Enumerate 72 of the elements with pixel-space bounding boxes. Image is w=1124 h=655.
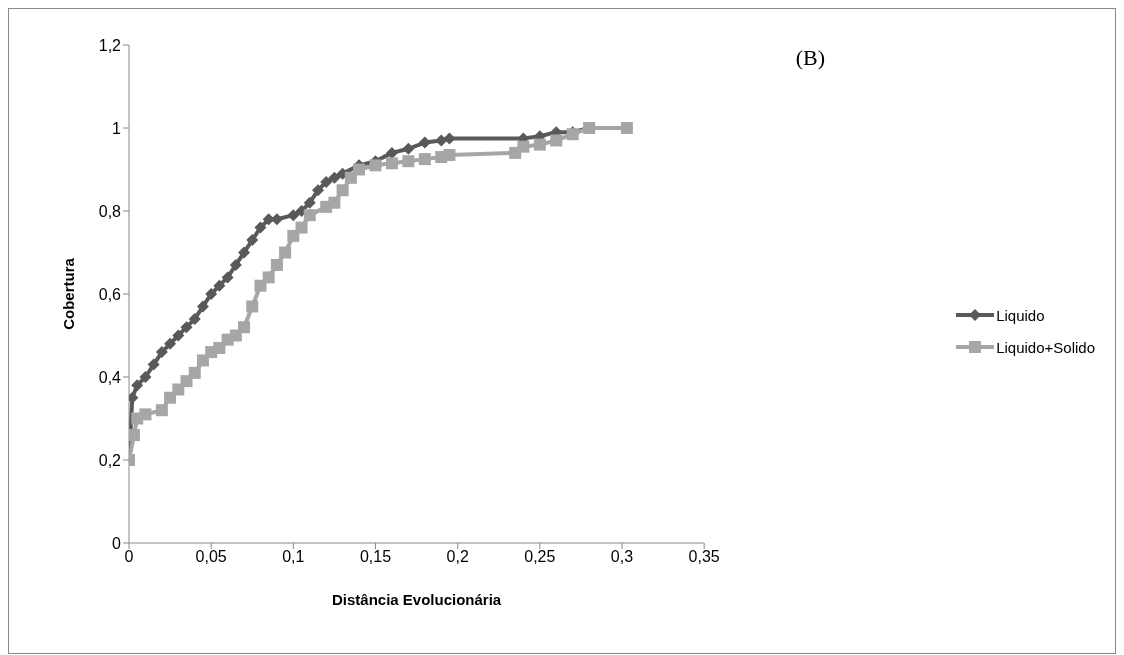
y-tick-label: 1,2 — [98, 36, 122, 54]
point — [287, 209, 300, 222]
point — [229, 329, 242, 342]
y-tick-label: 0,2 — [98, 451, 122, 469]
x-tick-label: 0,3 — [610, 548, 634, 566]
point — [550, 134, 563, 147]
x-tick-label: 0,2 — [446, 548, 469, 566]
x-tick-label: 0,1 — [282, 548, 305, 566]
point — [270, 258, 283, 271]
point — [295, 221, 308, 234]
point — [246, 300, 259, 313]
point — [517, 140, 530, 153]
point — [155, 404, 168, 417]
point — [205, 288, 218, 300]
point — [164, 391, 177, 404]
point — [180, 321, 193, 334]
point — [196, 300, 209, 313]
point — [213, 341, 226, 354]
point — [139, 371, 152, 383]
point — [328, 171, 341, 184]
x-axis-title: Distância Evolucionária — [331, 591, 502, 608]
point — [238, 321, 251, 334]
y-axis-title: Cobertura — [60, 257, 78, 330]
point — [402, 142, 415, 155]
point — [369, 159, 382, 172]
point — [385, 146, 398, 159]
point — [303, 209, 316, 222]
point — [172, 329, 185, 342]
point — [303, 196, 316, 209]
x-tick-label: 0,15 — [359, 548, 392, 566]
legend-label: Liquido — [996, 306, 1045, 324]
point — [320, 175, 333, 188]
point — [336, 184, 349, 197]
x-tick-label: 0,25 — [524, 548, 556, 566]
point — [155, 346, 168, 359]
point — [131, 379, 144, 392]
x-tick-label: 0,35 — [688, 548, 720, 566]
point — [533, 138, 546, 151]
point — [238, 246, 251, 259]
y-tick-label: 0,8 — [98, 202, 122, 220]
legend-label: Liquido+Solido — [996, 338, 1095, 356]
point — [385, 157, 398, 170]
point — [229, 258, 242, 271]
point — [311, 184, 324, 197]
point — [221, 271, 234, 284]
point — [279, 246, 292, 259]
point — [139, 408, 152, 421]
point — [254, 221, 267, 234]
point — [147, 358, 160, 371]
point — [443, 148, 456, 161]
point — [164, 337, 177, 350]
point — [418, 153, 431, 166]
point — [213, 279, 226, 292]
point — [353, 163, 366, 176]
y-tick-label: 0,4 — [98, 368, 122, 386]
point — [172, 383, 185, 396]
x-tick-label: 0,05 — [195, 548, 227, 566]
point — [402, 155, 415, 168]
y-tick-label: 0,6 — [98, 285, 122, 303]
point — [246, 234, 259, 247]
point — [254, 279, 267, 292]
y-tick-label: 0 — [112, 534, 122, 552]
point — [328, 196, 341, 209]
point — [287, 229, 300, 242]
point — [418, 136, 431, 149]
point — [188, 312, 201, 325]
point — [129, 429, 140, 442]
y-tick-label: 1 — [112, 119, 122, 137]
point — [262, 271, 275, 284]
point — [188, 366, 201, 379]
x-tick-label: 0 — [124, 548, 134, 566]
text: (B) — [795, 45, 825, 71]
